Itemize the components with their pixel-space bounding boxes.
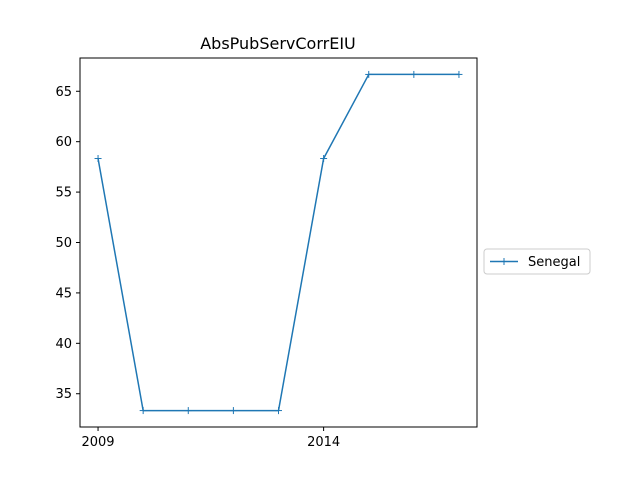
x-axis: 2009 2014 xyxy=(81,427,340,450)
x-tick-label: 2009 xyxy=(81,435,114,450)
y-tick-label: 35 xyxy=(55,387,72,402)
chart-title: AbsPubServCorrEIU xyxy=(200,34,356,53)
y-tick-label: 55 xyxy=(55,186,72,201)
y-tick-label: 40 xyxy=(55,337,72,352)
series-line-0 xyxy=(97,73,459,412)
series-layer xyxy=(94,70,463,415)
x-tick-label: 2014 xyxy=(307,435,340,450)
legend: Senegal xyxy=(483,248,591,275)
y-tick-label: 60 xyxy=(55,135,72,150)
data-point-marker xyxy=(184,407,192,415)
y-axis: 35 40 45 50 55 60 65 xyxy=(55,85,80,402)
y-tick-label: 45 xyxy=(55,286,72,301)
data-point-marker xyxy=(94,155,102,163)
data-point-marker xyxy=(455,70,463,78)
data-point-marker xyxy=(275,407,282,415)
y-tick-label: 50 xyxy=(55,236,72,251)
y-tick-label: 65 xyxy=(55,85,72,100)
data-point-marker xyxy=(139,407,147,415)
data-point-marker xyxy=(410,70,418,78)
legend-label: Senegal xyxy=(528,255,580,270)
legend-marker xyxy=(500,258,508,265)
data-point-marker xyxy=(365,70,373,78)
data-point-marker xyxy=(320,155,328,163)
data-point-marker xyxy=(229,407,237,415)
legend-box xyxy=(483,248,591,275)
plot-frame xyxy=(79,57,478,428)
